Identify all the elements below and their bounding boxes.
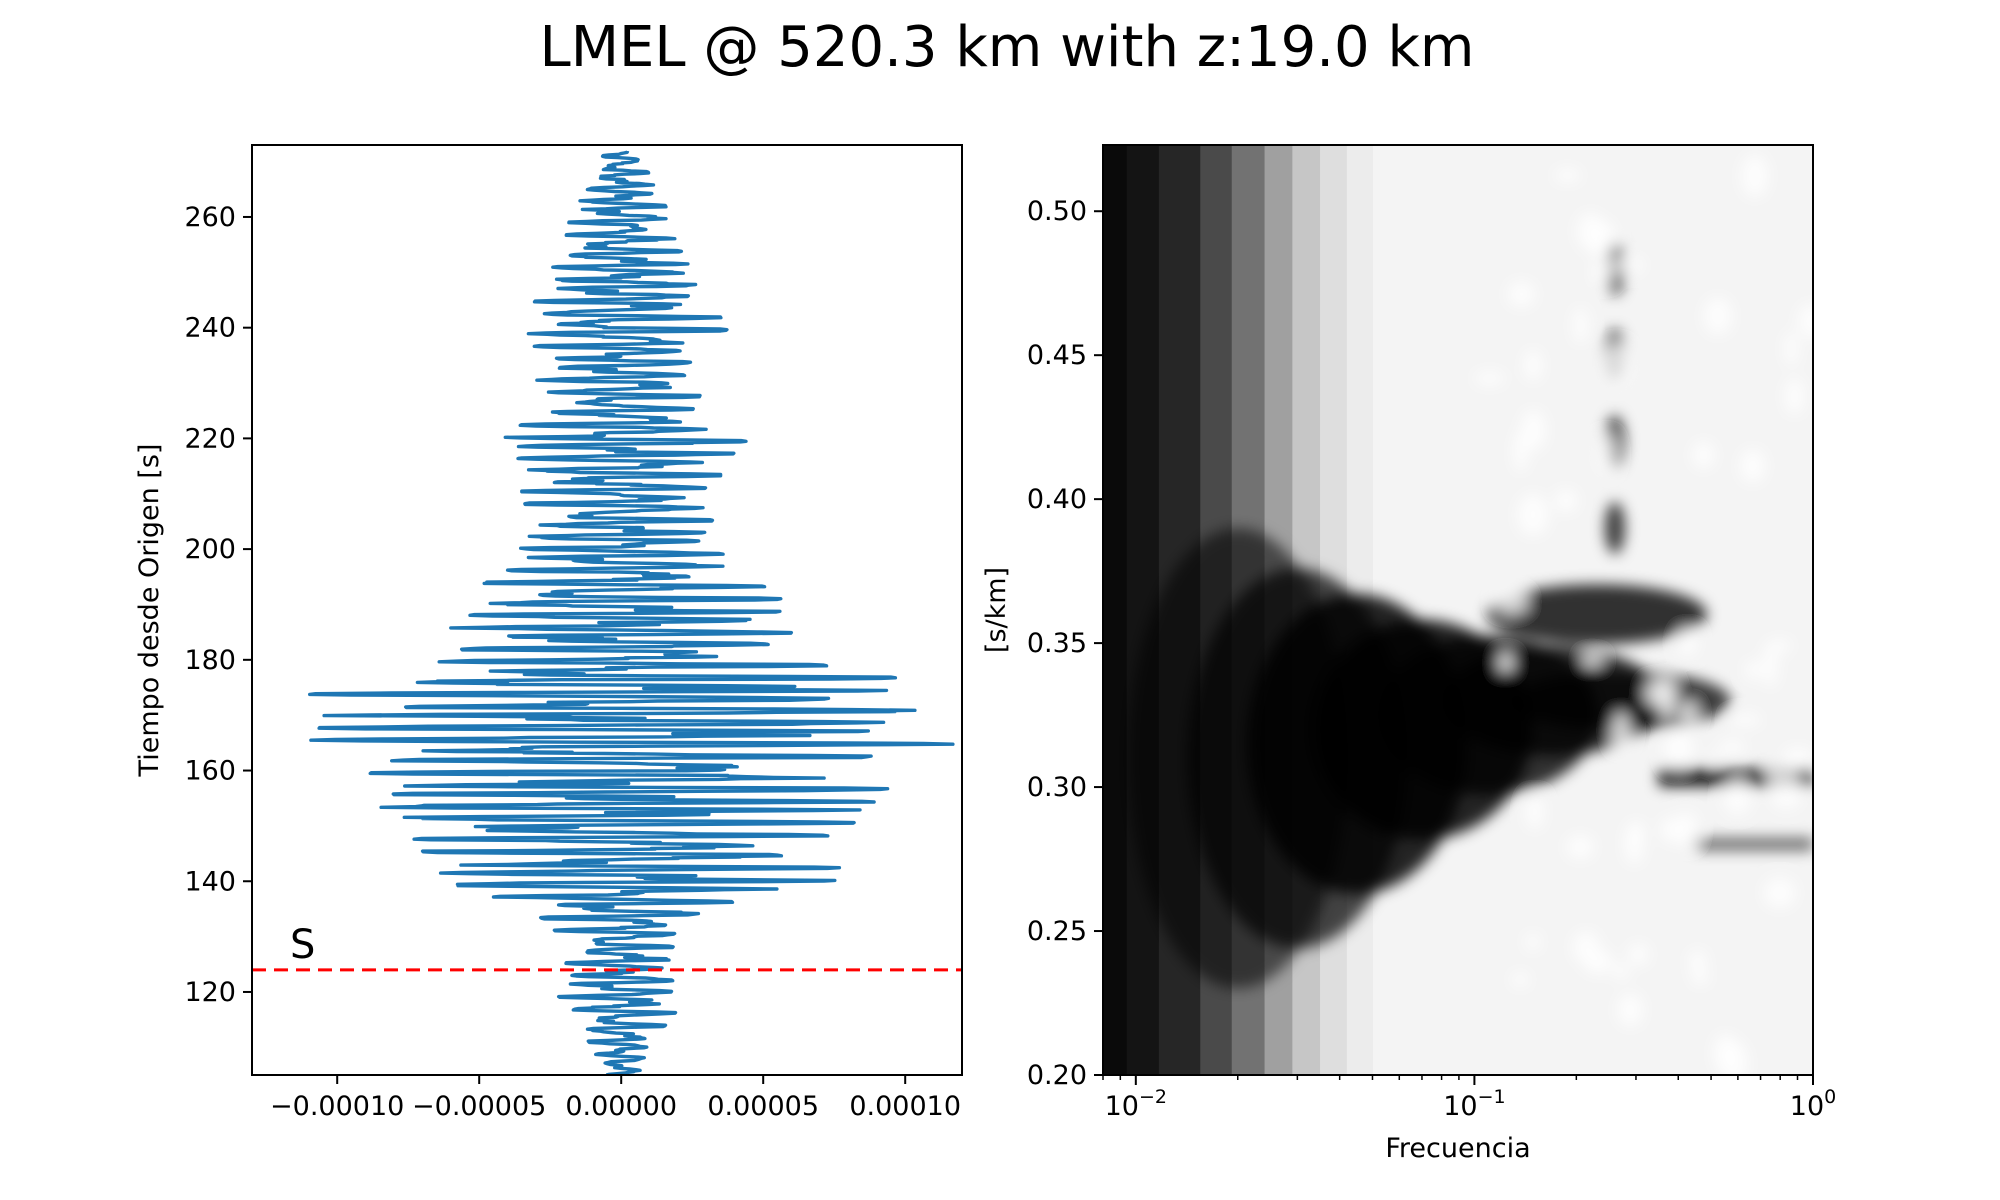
heatmap-speckle <box>1770 769 1803 809</box>
s-phase-label: S <box>290 922 315 968</box>
heatmap-speckle <box>1741 154 1769 198</box>
heatmap-speckle <box>1782 747 1813 772</box>
heatmap-speckle <box>1729 713 1761 726</box>
heatmap-x-tick-label: 10−2 <box>1105 1086 1167 1122</box>
heatmap-panel: 10−2 10−1 100 0.20 0.25 0.30 0.35 0.40 0.45 0.50… <box>981 144 1836 1164</box>
heatmap-speckle <box>1496 652 1515 673</box>
heatmap-speckle <box>1691 968 1709 985</box>
heatmap-speckle <box>1604 343 1631 386</box>
seismogram-x-tick-label: 0.00000 <box>565 1091 677 1122</box>
seismogram-y-tick-label: 180 <box>184 645 236 676</box>
heatmap-speckle <box>1723 778 1752 815</box>
heatmap-y-tick-label: 0.25 <box>1027 916 1087 947</box>
seismogram-x-tick-label: −0.00010 <box>270 1091 404 1122</box>
heatmap-speckle <box>1583 949 1614 975</box>
seismogram-y-tick-label: 140 <box>184 866 236 897</box>
heatmap-power-blob <box>1604 242 1625 295</box>
heatmap-speckle <box>1678 628 1697 656</box>
figure-title: LMEL @ 520.3 km with z:19.0 km <box>540 15 1475 80</box>
heatmap-y-tick-label: 0.35 <box>1027 628 1087 659</box>
heatmap-y-tick-label: 0.40 <box>1027 484 1087 515</box>
heatmap-speckle <box>1657 677 1676 718</box>
heatmap-speckle <box>1627 943 1649 965</box>
heatmap-x-tick-label: 10−1 <box>1443 1086 1505 1122</box>
heatmap-speckle <box>1703 297 1733 335</box>
heatmap-speckle <box>1598 434 1616 473</box>
heatmap-speckle <box>1709 753 1722 767</box>
heatmap-y-axis-label: [s/km] <box>981 567 1012 653</box>
heatmap-power-blob <box>1604 501 1625 554</box>
heatmap-speckle <box>1474 371 1505 386</box>
heatmap-y-tick-label: 0.20 <box>1027 1060 1087 1091</box>
heatmap-speckle <box>1679 703 1697 723</box>
heatmap-speckle <box>1719 739 1745 755</box>
heatmap-speckle <box>1598 256 1615 283</box>
seismogram-y-axis-label: Tiempo desde Origen [s] <box>134 444 165 778</box>
heatmap-speckle <box>1660 817 1684 843</box>
heatmap-x-axis-label: Frecuencia <box>1385 1133 1530 1164</box>
heatmap-speckle <box>1613 963 1630 980</box>
heatmap-speckle <box>1745 660 1763 680</box>
heatmap-speckle <box>1583 653 1602 667</box>
heatmap-y-tick-label: 0.50 <box>1027 196 1087 227</box>
heatmap-speckle <box>1664 728 1693 770</box>
heatmap-speckle <box>1554 168 1581 183</box>
heatmap-speckle <box>1740 449 1766 483</box>
heatmap-speckle <box>1587 220 1616 258</box>
seismogram-trace <box>308 149 955 1075</box>
heatmap-speckle <box>1719 1041 1749 1075</box>
heatmap-power-blob <box>1486 584 1707 645</box>
heatmap-speckle <box>1611 712 1631 749</box>
heatmap-speckle <box>1763 877 1796 908</box>
heatmap-speckle <box>1784 378 1805 415</box>
seismogram-y-tick-label: 160 <box>184 756 236 787</box>
heatmap-speckle <box>1554 489 1578 512</box>
heatmap-speckle <box>1617 993 1644 1027</box>
heatmap-speckle <box>1573 307 1589 344</box>
heatmap-speckle <box>1784 331 1799 367</box>
heatmap-speckle <box>1613 257 1645 273</box>
seismogram-y-tick-label: 120 <box>184 977 236 1008</box>
heatmap-band <box>1103 145 1128 1075</box>
heatmap-speckle <box>1517 493 1549 536</box>
heatmap-speckle <box>1524 350 1542 381</box>
seismogram-x-tick-label: 0.00010 <box>849 1091 961 1122</box>
heatmap-speckle <box>1520 409 1546 451</box>
heatmap-y-tick-label: 0.30 <box>1027 772 1087 803</box>
heatmap-speckle <box>1566 835 1594 859</box>
heatmap-speckle <box>1688 950 1707 972</box>
heatmap-y-tick-label: 0.45 <box>1027 340 1087 371</box>
seismogram-x-tick-label: −0.00005 <box>412 1091 546 1122</box>
seismogram-y-tick-label: 240 <box>184 313 236 344</box>
heatmap-speckle <box>1495 590 1528 613</box>
seismogram-panel: S −0.00010 −0.00005 0.00000 0.00005 0.00010 … <box>134 144 963 1122</box>
seismogram-y-tick-label: 220 <box>184 423 236 454</box>
heatmap-x-tick-label: 100 <box>1790 1086 1836 1122</box>
heatmap-speckle <box>1624 822 1644 865</box>
heatmap-speckle <box>1525 933 1541 951</box>
seismogram-y-tick-label: 260 <box>184 202 236 233</box>
heatmap-speckle <box>1525 794 1544 830</box>
heatmap-speckle <box>1692 441 1715 469</box>
heatmap-speckle <box>1507 281 1535 307</box>
seismogram-x-tick-label: 0.00005 <box>707 1091 819 1122</box>
heatmap-speckle <box>1798 303 1813 339</box>
heatmap-speckle <box>1762 643 1779 687</box>
heatmap-high-freq-ridge <box>1695 837 1813 851</box>
heatmap-speckle <box>1511 972 1529 987</box>
seismogram-y-tick-label: 200 <box>184 534 236 565</box>
heatmap-power-blob <box>1510 670 1731 731</box>
